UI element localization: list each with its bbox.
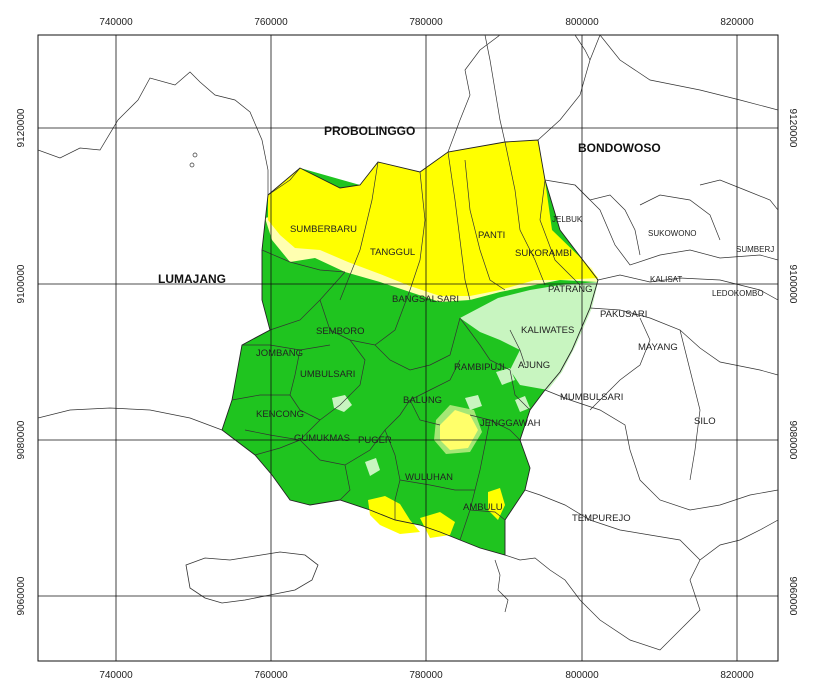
label-panti: PANTI (478, 230, 505, 241)
border-bondowoso-north (537, 35, 601, 141)
x-tick-bottom-800000: 800000 (565, 670, 599, 681)
x-tick-bottom-760000: 760000 (254, 670, 288, 681)
label-probolinggo: PROBOLINGGO (324, 124, 415, 138)
label-sukowono: SUKOWONO (648, 229, 696, 238)
label-kaliwates: KALIWATES (521, 325, 574, 336)
label-jelbuk: JELBUK (552, 215, 583, 224)
label-ambulu: AMBULU (463, 502, 503, 513)
y-tick-labels-left: 9120000 9100000 9080000 9060000 (16, 108, 27, 615)
y-tick-left-9080000: 9080000 (16, 420, 27, 459)
probolinggo-coastline (38, 71, 269, 195)
border-lumajang-probolinggo (267, 167, 301, 196)
label-lumajang: LUMAJANG (158, 272, 226, 286)
yellow-patch-ambulu-west (368, 496, 420, 534)
border-east-districts-2 (597, 274, 778, 301)
x-tick-labels-top: 740000 760000 780000 800000 820000 (99, 17, 754, 28)
border-east-districts-4 (639, 194, 721, 241)
border-east-districts-9 (679, 329, 701, 481)
label-ajung: AJUNG (518, 360, 550, 371)
nusa-barung-island (185, 551, 319, 604)
y-tick-right-9100000: 9100000 (787, 265, 798, 304)
light-patch-umbulsari (332, 395, 352, 412)
x-tick-bottom-740000: 740000 (99, 670, 133, 681)
x-tick-top-800000: 800000 (565, 17, 599, 28)
label-sumberjambe: SUMBERJ (736, 245, 774, 254)
border-east-districts-8 (544, 389, 778, 511)
yellow-zone (268, 140, 598, 296)
border-east-coast (599, 35, 778, 111)
x-tick-labels-bottom: 740000 760000 780000 800000 820000 (99, 670, 754, 681)
light-patch-balung (465, 395, 482, 410)
label-bondowoso: BONDOWOSO (578, 141, 661, 155)
jember-outline (221, 139, 599, 556)
label-jombang: JOMBANG (256, 348, 303, 359)
label-jenggawah: JENGGAWAH (480, 418, 541, 429)
border-east-districts-7 (589, 317, 651, 411)
label-silo: SILO (694, 416, 716, 427)
x-tick-top-760000: 760000 (254, 17, 288, 28)
border-probolinggo-north (447, 35, 501, 153)
y-tick-right-9060000: 9060000 (787, 577, 798, 616)
y-tick-left-9060000: 9060000 (16, 576, 27, 615)
border-bondowoso-west (484, 35, 506, 143)
label-balung: BALUNG (403, 395, 442, 406)
light-green-zone (460, 282, 598, 390)
label-gumukmas: GUMUKMAS (294, 433, 350, 444)
border-tempurejo (524, 489, 701, 561)
label-kalisat: KALISAT (650, 275, 682, 284)
small-island-1 (192, 152, 198, 158)
x-tick-top-740000: 740000 (99, 17, 133, 28)
y-tick-left-9120000: 9120000 (16, 108, 27, 147)
y-tick-left-9100000: 9100000 (16, 264, 27, 303)
label-mumbulsari: MUMBULSARI (560, 392, 623, 403)
light-patch-ajung (515, 396, 530, 412)
small-island-2 (189, 162, 195, 168)
label-mayang: MAYANG (638, 342, 678, 353)
border-bondowoso-nw (574, 35, 591, 61)
y-tick-labels-right: 9120000 9100000 9080000 9060000 (787, 109, 798, 616)
y-tick-right-9080000: 9080000 (787, 421, 798, 460)
label-pakusari: PAKUSARI (600, 309, 647, 320)
district-labels: SUMBERBARU TANGGUL PANTI SUKORAMBI BANGS… (256, 215, 774, 524)
border-east-districts-5 (699, 179, 778, 211)
label-tanggul: TANGGUL (370, 247, 415, 258)
x-tick-bottom-820000: 820000 (720, 670, 754, 681)
border-east-districts-6 (589, 307, 778, 376)
small-island-3 (494, 559, 509, 613)
border-east-districts-3 (574, 184, 641, 256)
label-tempurejo: TEMPUREJO (572, 513, 631, 524)
label-puger: PUGER (358, 435, 392, 446)
label-umbulsari: UMBULSARI (300, 369, 355, 380)
lumajang-coastline (38, 407, 223, 431)
light-patch-jenggawah (434, 405, 482, 454)
district-boundaries (231, 141, 581, 541)
label-wuluhan: WULUHAN (405, 472, 453, 483)
grid-lines (38, 35, 778, 661)
label-semboro: SEMBORO (316, 326, 365, 337)
label-sumberbaru: SUMBERBARU (290, 224, 357, 235)
label-rambipuji: RAMBIPUJI (454, 362, 505, 373)
yellow-patch-ambulu-coast (420, 512, 455, 538)
x-tick-top-780000: 780000 (409, 17, 443, 28)
label-patrang: PATRANG (548, 284, 593, 295)
label-sukorambi: SUKORAMBI (515, 248, 572, 259)
light-patch-puger (365, 458, 380, 476)
x-tick-bottom-780000: 780000 (409, 670, 443, 681)
y-tick-right-9120000: 9120000 (787, 109, 798, 148)
label-ledokombo: LEDOKOMBO (712, 289, 764, 298)
southern-coast-east (504, 519, 778, 651)
x-tick-top-820000: 820000 (720, 17, 754, 28)
label-kencong: KENCONG (256, 409, 304, 420)
label-bangsalsari: BANGSALSARI (392, 294, 459, 305)
